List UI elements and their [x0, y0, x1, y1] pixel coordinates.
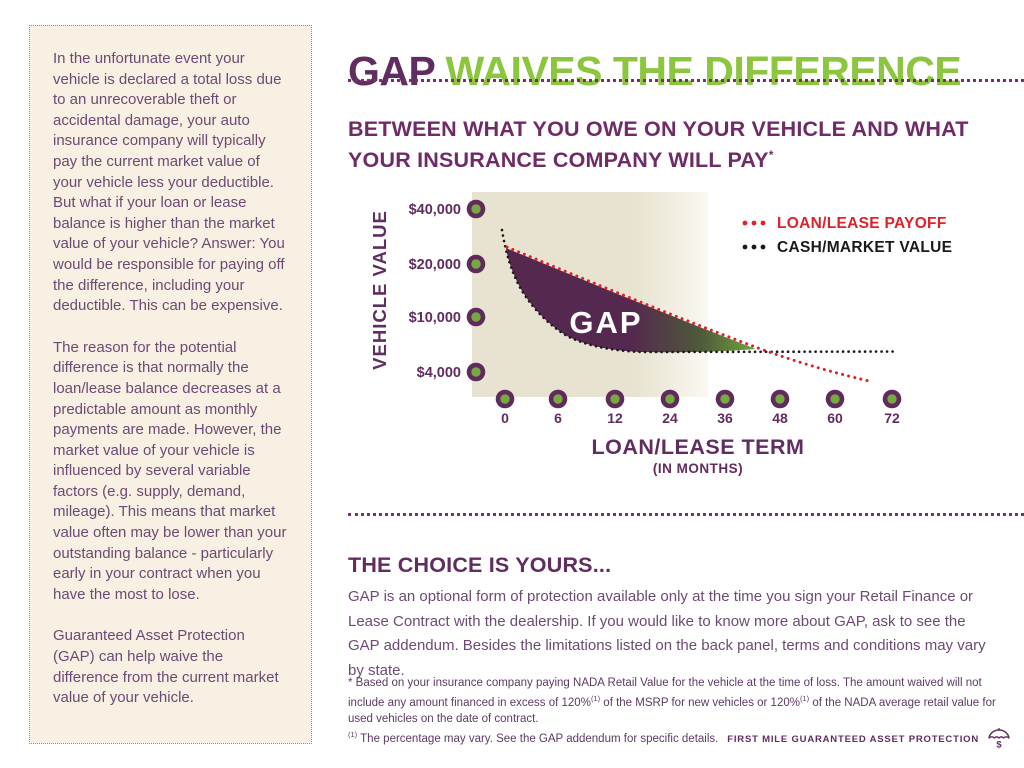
x-tick-24: 24 [662, 410, 678, 426]
choice-body: GAP is an optional form of protection av… [348, 588, 986, 679]
x-tick-72: 72 [884, 410, 900, 426]
footnote-line-2-text: The percentage may vary. See the GAP add… [357, 732, 719, 745]
umbrella-dollar-icon: $ [988, 728, 1010, 751]
footnote-sup-3: (1) [348, 729, 358, 739]
footnote-line-1c: of the NADA average retail value for use… [348, 696, 996, 725]
footnote-line-1a: * Based on your insurance company paying… [348, 677, 982, 709]
x-tick-36: 36 [717, 410, 733, 426]
legend-market-dots-icon [742, 244, 766, 250]
page-title: GAP WAIVES THE DIFFERENCE [348, 49, 1024, 93]
x-tick-48: 48 [772, 410, 788, 426]
x-axis-label: LOAN/LEASE TERM [592, 435, 805, 459]
legend-payoff-dots-icon [742, 220, 766, 226]
x-axis-ticks: 0 6 12 24 36 48 60 72 [495, 389, 902, 426]
x-tick-6: 6 [554, 410, 562, 426]
footnote-sup-1: (1) [590, 694, 601, 703]
y-tick-10000: $10,000 [409, 310, 461, 326]
loan-lease-payoff-curve [505, 245, 875, 384]
page-title-gap: GAP [348, 48, 435, 95]
page-title-rest: WAIVES THE DIFFERENCE [445, 48, 962, 95]
legend-market-label: CASH/MARKET VALUE [777, 239, 952, 256]
footnote-line-1b: of the MSRP for new vehicles or 120% [600, 696, 800, 709]
svg-text:$: $ [996, 740, 1002, 751]
info-paragraph-1: In the unfortunate event your vehicle is… [53, 50, 285, 315]
x-axis-sublabel: (IN MONTHS) [653, 461, 743, 476]
gap-chart: VEHICLE VALUE GAP LOAN/LEASE PAYOFF CASH… [348, 178, 1024, 478]
y-axis-label: VEHICLE VALUE [369, 210, 390, 370]
x-tick-60: 60 [827, 410, 843, 426]
choice-heading: THE CHOICE IS YOURS... [348, 552, 612, 577]
info-paragraph-3: Guaranteed Asset Protection (GAP) can he… [53, 627, 279, 707]
gap-chart-svg: VEHICLE VALUE GAP LOAN/LEASE PAYOFF CASH… [369, 192, 952, 476]
legend-payoff-label: LOAN/LEASE PAYOFF [777, 215, 947, 232]
page-footer: FIRST MILE GUARANTEED ASSET PROTECTION $ [348, 726, 1012, 753]
footnote: * Based on your insurance company paying… [348, 675, 1016, 747]
cash-market-value-curve [500, 228, 898, 354]
footnote-line-1: * Based on your insurance company paying… [348, 675, 1016, 727]
dotted-divider-top [348, 79, 1024, 82]
footer-brand-text: FIRST MILE GUARANTEED ASSET PROTECTION [727, 734, 979, 745]
gap-area-label: GAP [569, 305, 642, 340]
info-paragraph-2: The reason for the potential difference … [53, 338, 287, 603]
footnote-line-2: (1) The percentage may vary. See the GAP… [348, 727, 1016, 747]
page-subtitle: BETWEEN WHAT YOU OWE ON YOUR VEHICLE AND… [348, 116, 988, 173]
y-tick-4000: $4,000 [417, 365, 461, 381]
x-tick-12: 12 [607, 410, 623, 426]
y-axis-ticks: $40,000 $20,000 $10,000 $4,000 [409, 199, 486, 382]
dotted-divider-bottom [348, 513, 1024, 516]
page-subtitle-asterisk: * [768, 147, 774, 162]
chart-legend: LOAN/LEASE PAYOFF CASH/MARKET VALUE [742, 215, 952, 256]
info-panel: In the unfortunate event your vehicle is… [29, 25, 312, 744]
gap-area [506, 248, 756, 353]
x-tick-0: 0 [501, 410, 509, 426]
page-subtitle-text: BETWEEN WHAT YOU OWE ON YOUR VEHICLE AND… [348, 116, 969, 172]
y-tick-20000: $20,000 [409, 257, 461, 273]
footnote-sup-2: (1) [799, 694, 810, 703]
y-tick-40000: $40,000 [409, 202, 461, 218]
